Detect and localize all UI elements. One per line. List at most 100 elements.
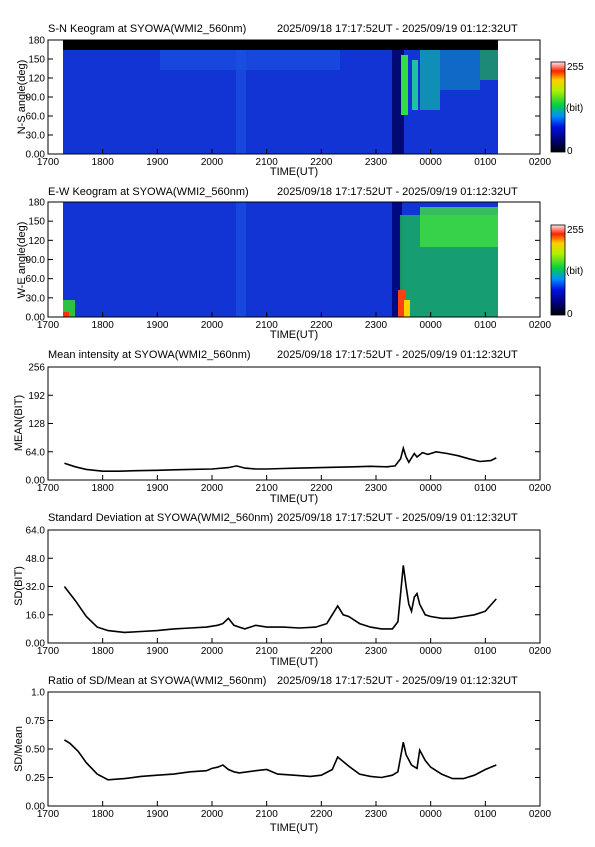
sn-keogram-x-ticks: 1700 1800 1900 2000 2100 2200 2300 0000 0100 0200	[37, 149, 552, 168]
y-tick-label: 16.0	[26, 610, 46, 621]
x-tick-label: 1700	[37, 483, 60, 494]
x-tick-label: 0200	[529, 320, 552, 331]
ratio-sd-mean-x-ticks: 1700 1800 1900 2000 2100 2200 2300 0000 0100 0200	[37, 801, 552, 820]
y-tick-label: 32.0	[26, 582, 46, 593]
x-tick-label: 1900	[146, 320, 169, 331]
mean-intensity-series-line	[64, 445, 497, 472]
x-tick-label: 2300	[365, 320, 388, 331]
ew-keogram-pre-data	[48, 202, 63, 317]
sn-colorbar-min: 0	[567, 146, 573, 157]
y-tick-label: 120	[28, 74, 45, 85]
x-tick-label: 0000	[420, 646, 443, 657]
y-tick-label: 64.0	[26, 447, 46, 458]
ratio-sd-mean-series-line	[63, 739, 497, 781]
ew-keogram-aurora-top	[420, 207, 498, 247]
sn-keogram-aurora-3	[420, 50, 440, 110]
ew-keogram-time-range: 2025/09/18 17:17:52UT - 2025/09/19 01:12…	[277, 186, 518, 198]
sn-keogram-diffuse-band	[160, 50, 340, 70]
x-tick-label: 0100	[474, 646, 497, 657]
ew-keogram-colorbar	[550, 224, 566, 316]
standard-deviation-title: Standard Deviation at SYOWA(WMI2_560nm)	[48, 512, 273, 524]
ratio-sd-mean-time-range: 2025/09/18 17:17:52UT - 2025/09/19 01:12…	[277, 675, 518, 687]
x-tick-label: 1900	[146, 646, 169, 657]
sn-keogram-xlabel: TIME(UT)	[270, 166, 318, 178]
ratio-sd-mean-y-ticks: 0.00 0.25 0.50 0.75 1.0	[26, 688, 540, 813]
x-tick-label: 0000	[420, 809, 443, 820]
sn-keogram-time-range: 2025/09/18 17:17:52UT - 2025/09/19 01:12…	[277, 23, 518, 35]
x-tick-label: 1800	[92, 646, 115, 657]
x-tick-label: 0200	[529, 809, 552, 820]
x-tick-label: 1900	[146, 483, 169, 494]
standard-deviation-time-range: 2025/09/18 17:17:52UT - 2025/09/19 01:12…	[277, 512, 518, 524]
ew-keogram-y-ticks: 0.00 30.0 60.0 90.0 120 150 180	[26, 198, 540, 324]
x-tick-label: 2300	[365, 646, 388, 657]
y-tick-label: 0.00	[26, 150, 46, 161]
x-tick-label: 2100	[256, 483, 279, 494]
mean-intensity-panel: Mean intensity at SYOWA(WMI2_560nm) 2025…	[13, 349, 552, 505]
x-tick-label: 2100	[256, 809, 279, 820]
x-tick-label: 2200	[310, 157, 333, 168]
sn-keogram-streak	[236, 50, 246, 154]
sn-keogram-aurora-4	[440, 50, 480, 90]
x-tick-label: 2200	[310, 483, 333, 494]
standard-deviation-panel: Standard Deviation at SYOWA(WMI2_560nm) …	[13, 512, 552, 668]
x-tick-label: 2200	[310, 320, 333, 331]
y-tick-label: 48.0	[26, 554, 46, 565]
y-tick-label: 0.00	[26, 313, 46, 324]
x-tick-label: 2200	[310, 646, 333, 657]
mean-intensity-time-range: 2025/09/18 17:17:52UT - 2025/09/19 01:12…	[277, 349, 518, 361]
x-tick-label: 2300	[365, 809, 388, 820]
x-tick-label: 0000	[420, 157, 443, 168]
x-tick-label: 1700	[37, 646, 60, 657]
sn-keogram-y-ticks: 0.00 30.0 60.0 90.0 120 150 180	[26, 36, 540, 161]
mean-intensity-frame	[47, 366, 541, 481]
x-tick-label: 2100	[256, 320, 279, 331]
x-tick-label: 1700	[37, 157, 60, 168]
y-tick-label: 1.0	[31, 688, 45, 699]
y-tick-label: 150	[28, 55, 45, 66]
y-tick-label: 180	[28, 198, 45, 209]
ew-keogram-title: E-W Keogram at SYOWA(WMI2_560nm)	[48, 186, 249, 198]
sn-keogram-ylabel: N-S angle(deg)	[16, 60, 28, 135]
x-tick-label: 1800	[92, 320, 115, 331]
sn-keogram-title: S-N Keogram at SYOWA(WMI2_560nm)	[48, 23, 246, 35]
standard-deviation-series-line	[63, 565, 497, 634]
y-tick-label: 60.0	[26, 274, 46, 285]
x-tick-label: 2100	[256, 646, 279, 657]
x-tick-label: 2300	[365, 157, 388, 168]
y-tick-label: 0.75	[26, 716, 46, 727]
x-tick-label: 0100	[474, 320, 497, 331]
y-tick-label: 256	[28, 363, 45, 374]
ew-keogram-ylabel: W-E angle(deg)	[16, 222, 28, 299]
ew-keogram-aurora-hot	[398, 290, 406, 317]
mean-intensity-x-ticks: 1700 1800 1900 2000 2100 2200 2300 0000 0100 0200	[37, 475, 552, 494]
x-tick-label: 2000	[201, 157, 224, 168]
ew-keogram-no-data	[498, 202, 540, 317]
sn-keogram-colorbar	[550, 61, 566, 153]
ew-keogram-xlabel: TIME(UT)	[270, 329, 318, 341]
x-tick-label: 0100	[474, 157, 497, 168]
y-tick-label: 64.0	[26, 526, 46, 537]
y-tick-label: 120	[28, 236, 45, 247]
y-tick-label: 0.00	[26, 639, 46, 650]
ew-keogram-streak	[236, 202, 246, 317]
x-tick-label: 2000	[201, 809, 224, 820]
mean-intensity-title: Mean intensity at SYOWA(WMI2_560nm)	[48, 349, 251, 361]
sn-colorbar-max: 255	[567, 62, 584, 73]
x-tick-label: 1700	[37, 320, 60, 331]
x-tick-label: 1900	[146, 809, 169, 820]
mean-intensity-y-ticks: 0.00 64.0 128 192 256	[26, 363, 540, 487]
x-tick-label: 1700	[37, 809, 60, 820]
x-tick-label: 0100	[474, 483, 497, 494]
y-tick-label: 90.0	[26, 255, 46, 266]
x-tick-label: 1900	[146, 157, 169, 168]
y-tick-label: 0.00	[26, 476, 46, 487]
sn-keogram-aurora-2	[412, 60, 418, 110]
x-tick-label: 0200	[529, 646, 552, 657]
x-tick-label: 0200	[529, 157, 552, 168]
y-tick-label: 150	[28, 217, 45, 228]
x-tick-label: 2100	[256, 157, 279, 168]
ew-keogram-dark-gap	[392, 202, 402, 317]
